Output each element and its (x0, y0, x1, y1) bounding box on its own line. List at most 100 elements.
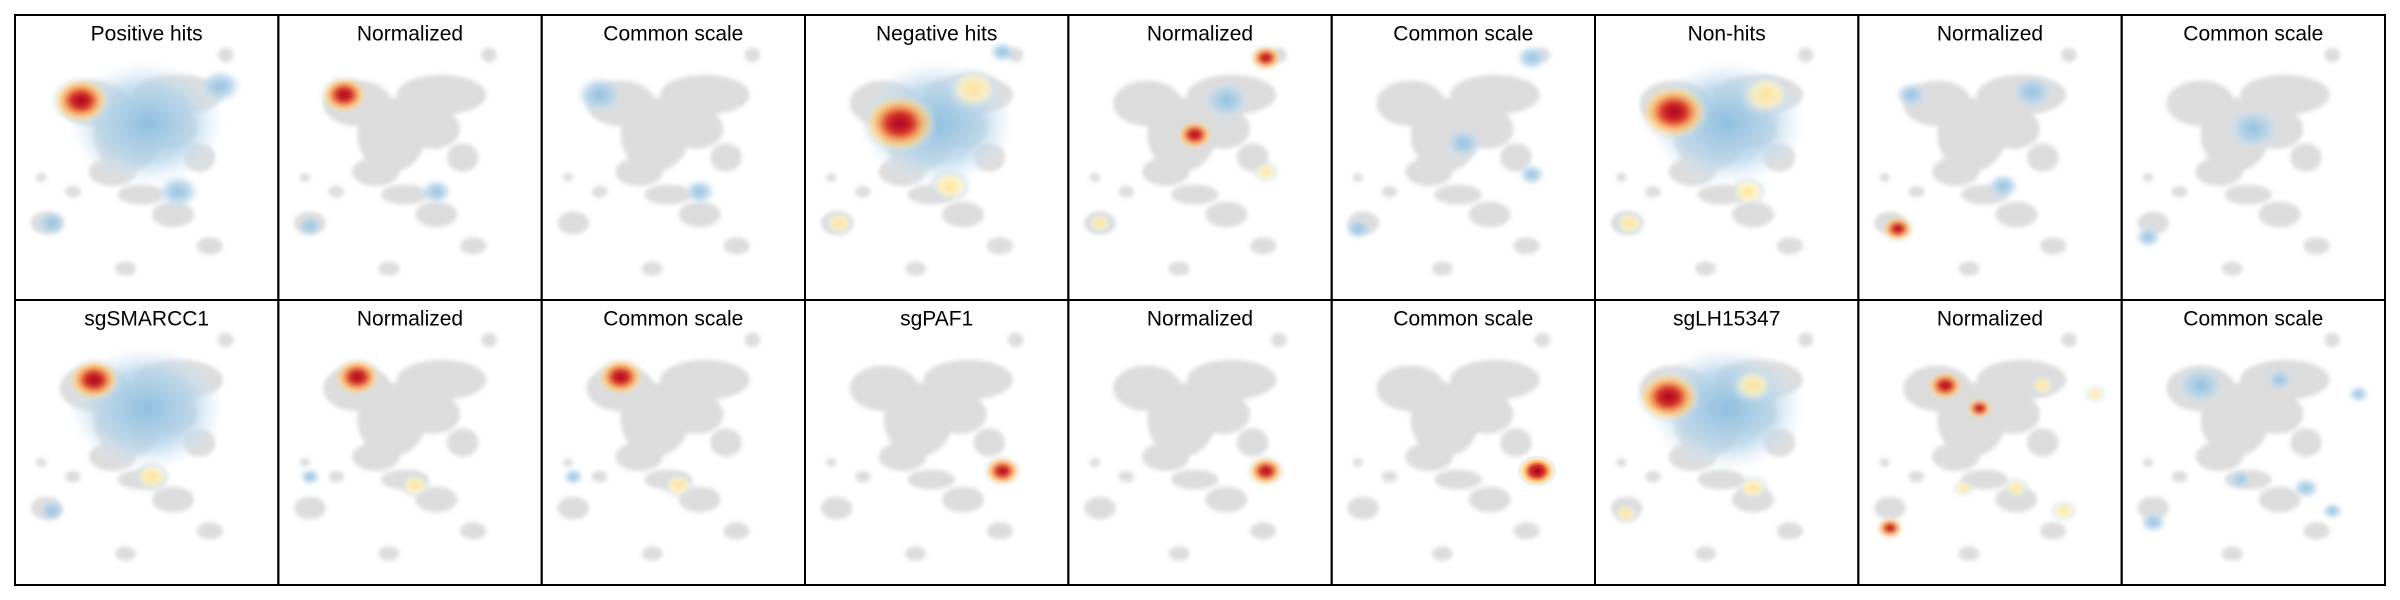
density-spot (1444, 128, 1482, 158)
density-spot (562, 468, 584, 486)
density-spot (299, 468, 321, 486)
panel: Normalized (277, 299, 543, 586)
panel-title: Normalized (1937, 23, 2043, 46)
density-spot (928, 169, 971, 203)
density-spot (2227, 107, 2280, 151)
density-spot (133, 461, 171, 492)
density-spot (67, 358, 121, 401)
density-spot (420, 179, 453, 205)
density-spot (296, 215, 324, 237)
panel-title: Non-hits (1688, 23, 1766, 46)
embedding (1084, 48, 1287, 276)
density-spot (683, 179, 716, 205)
panel-title: sgLH15347 (1673, 308, 1780, 331)
density-spot (862, 93, 937, 153)
embedding (1084, 333, 1287, 561)
density-spot (1613, 503, 1640, 525)
density-spot (1639, 84, 1709, 140)
panel-title: Normalized (357, 23, 463, 46)
density-spot (1637, 371, 1701, 423)
embedding (1347, 48, 1550, 276)
panel-title: sgPAF1 (900, 308, 973, 331)
density-spot (662, 472, 695, 498)
density-spot (2003, 477, 2030, 499)
density-spot (1739, 73, 1793, 116)
density-spot (1252, 161, 1279, 183)
panel: sgPAF1 (804, 299, 1070, 586)
density-spot (1729, 176, 1767, 207)
density-spot (1344, 218, 1372, 240)
density-spot (1966, 397, 1993, 419)
panel: Normalized (1067, 14, 1333, 301)
panel-title: Common scale (603, 23, 743, 46)
panel-title: Negative hits (876, 23, 997, 46)
density-spot (320, 75, 368, 114)
panel: Common scale (540, 299, 807, 586)
density-spot (1613, 210, 1646, 236)
density-spot (2011, 75, 2054, 109)
density-spot (2176, 366, 2225, 405)
embedding (294, 48, 497, 276)
panel: sgLH15347 (1594, 299, 1860, 586)
density-spot (1882, 216, 1914, 242)
panel: Negative hits (804, 14, 1070, 301)
density-spot (1247, 456, 1285, 486)
density-spot (1731, 368, 1775, 403)
panel: Normalized (1857, 299, 2123, 586)
panel-title: Normalized (357, 308, 463, 331)
panel-title: Common scale (1393, 308, 1533, 331)
panel-title: Normalized (1937, 308, 2043, 331)
embedding (821, 333, 1024, 561)
panel: sgSMARCC1 (14, 299, 280, 586)
embedding (1347, 333, 1550, 561)
density-spot (157, 174, 200, 209)
density-spot (1086, 212, 1114, 234)
density-spot (333, 357, 382, 396)
density-spot (1737, 475, 1769, 501)
density-spot (1895, 82, 1927, 108)
density-spot (1926, 370, 1964, 401)
panel-title: Common scale (2183, 308, 2323, 331)
density-spot (1953, 479, 1975, 497)
embedding (2137, 333, 2340, 561)
panel: Common scale (2120, 299, 2387, 586)
density-spot (596, 357, 645, 396)
density-spot (38, 500, 66, 522)
density-spot (399, 472, 432, 498)
panel: Normalized (1067, 299, 1333, 586)
embedding (1874, 333, 2077, 561)
panel: Non-hits (1594, 14, 1860, 301)
embedding (557, 333, 760, 561)
density-spot (575, 75, 624, 114)
density-spot (2292, 477, 2320, 499)
density-spot (984, 456, 1021, 486)
density-spot (2029, 374, 2056, 397)
density-spot (2134, 226, 2162, 248)
panel: Common scale (540, 14, 807, 301)
density-spot (1518, 164, 1545, 186)
panel-title: sgSMARCC1 (84, 308, 209, 331)
density-spot (2266, 369, 2293, 391)
density-spot (2050, 500, 2077, 522)
density-spot (1876, 517, 1904, 539)
density-spot (2321, 502, 2343, 520)
panel: Normalized (1857, 14, 2123, 301)
density-spot (1987, 173, 2019, 199)
density-spot (1250, 45, 1282, 71)
density-spot (823, 210, 856, 236)
panel: Normalized (277, 14, 543, 301)
density-spot (36, 210, 68, 236)
panel: Common scale (1330, 14, 1596, 301)
density-spot (1176, 119, 1214, 150)
panel-title: Normalized (1147, 23, 1253, 46)
density-spot (2229, 471, 2251, 488)
density-spot (2348, 385, 2370, 403)
density-spot (2084, 385, 2106, 403)
density-spot (1517, 455, 1557, 487)
panel-title: Common scale (2183, 23, 2323, 46)
density-spot (947, 68, 1000, 111)
panel: Common scale (1330, 299, 1596, 586)
panel-title: Common scale (603, 308, 743, 331)
panel: Common scale (2120, 14, 2387, 301)
